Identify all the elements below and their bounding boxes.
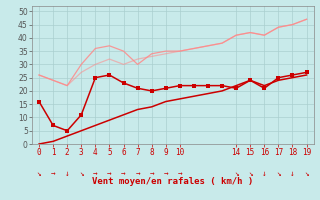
Text: ↘: ↘ [304, 169, 309, 178]
Text: →: → [164, 169, 168, 178]
Text: ↘: ↘ [234, 169, 238, 178]
Text: ↘: ↘ [79, 169, 84, 178]
Text: →: → [135, 169, 140, 178]
Text: ↘: ↘ [248, 169, 252, 178]
Text: ↓: ↓ [65, 169, 69, 178]
Text: →: → [107, 169, 112, 178]
Text: ↘: ↘ [37, 169, 41, 178]
Text: →: → [149, 169, 154, 178]
Text: →: → [93, 169, 98, 178]
X-axis label: Vent moyen/en rafales ( km/h ): Vent moyen/en rafales ( km/h ) [92, 177, 253, 186]
Text: ↓: ↓ [262, 169, 267, 178]
Text: →: → [51, 169, 55, 178]
Text: →: → [121, 169, 126, 178]
Text: →: → [178, 169, 182, 178]
Text: ↓: ↓ [290, 169, 295, 178]
Text: ↘: ↘ [276, 169, 281, 178]
